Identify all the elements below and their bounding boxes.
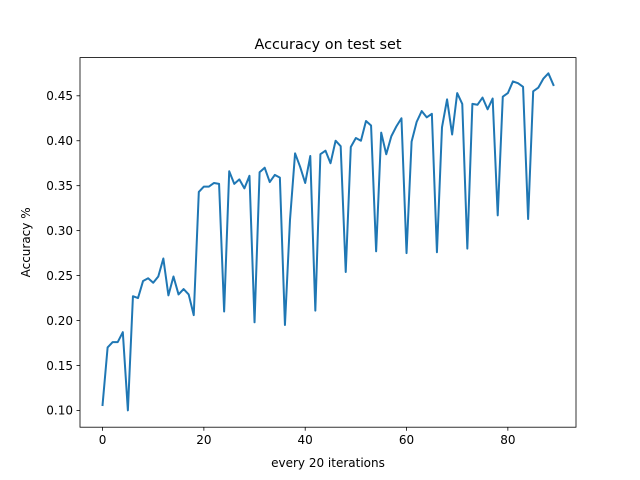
y-tick-label: 0.10 <box>46 404 73 418</box>
accuracy-series-line <box>101 72 555 412</box>
y-tick-label: 0.35 <box>46 179 73 193</box>
x-tick-label: 20 <box>196 433 211 447</box>
y-axis-ticks: 0.10 0.15 0.20 0.25 0.30 0.35 0.40 0.45 <box>46 89 80 418</box>
y-tick-label: 0.25 <box>46 269 73 283</box>
y-tick-label: 0.20 <box>46 314 73 328</box>
y-tick-label: 0.40 <box>46 134 73 148</box>
x-tick-label: 40 <box>298 433 313 447</box>
x-axis-ticks: 0 20 40 60 80 <box>99 427 515 447</box>
x-tick-label: 80 <box>500 433 515 447</box>
x-tick-label: 60 <box>399 433 414 447</box>
plot-frame <box>79 57 577 428</box>
x-axis-label: every 20 iterations <box>271 456 385 470</box>
y-tick-label: 0.45 <box>46 89 73 103</box>
y-tick-label: 0.30 <box>46 224 73 238</box>
y-axis-label: Accuracy % <box>19 207 33 277</box>
x-tick-label: 0 <box>99 433 107 447</box>
chart-title: Accuracy on test set <box>255 37 402 53</box>
y-tick-label: 0.15 <box>46 359 73 373</box>
